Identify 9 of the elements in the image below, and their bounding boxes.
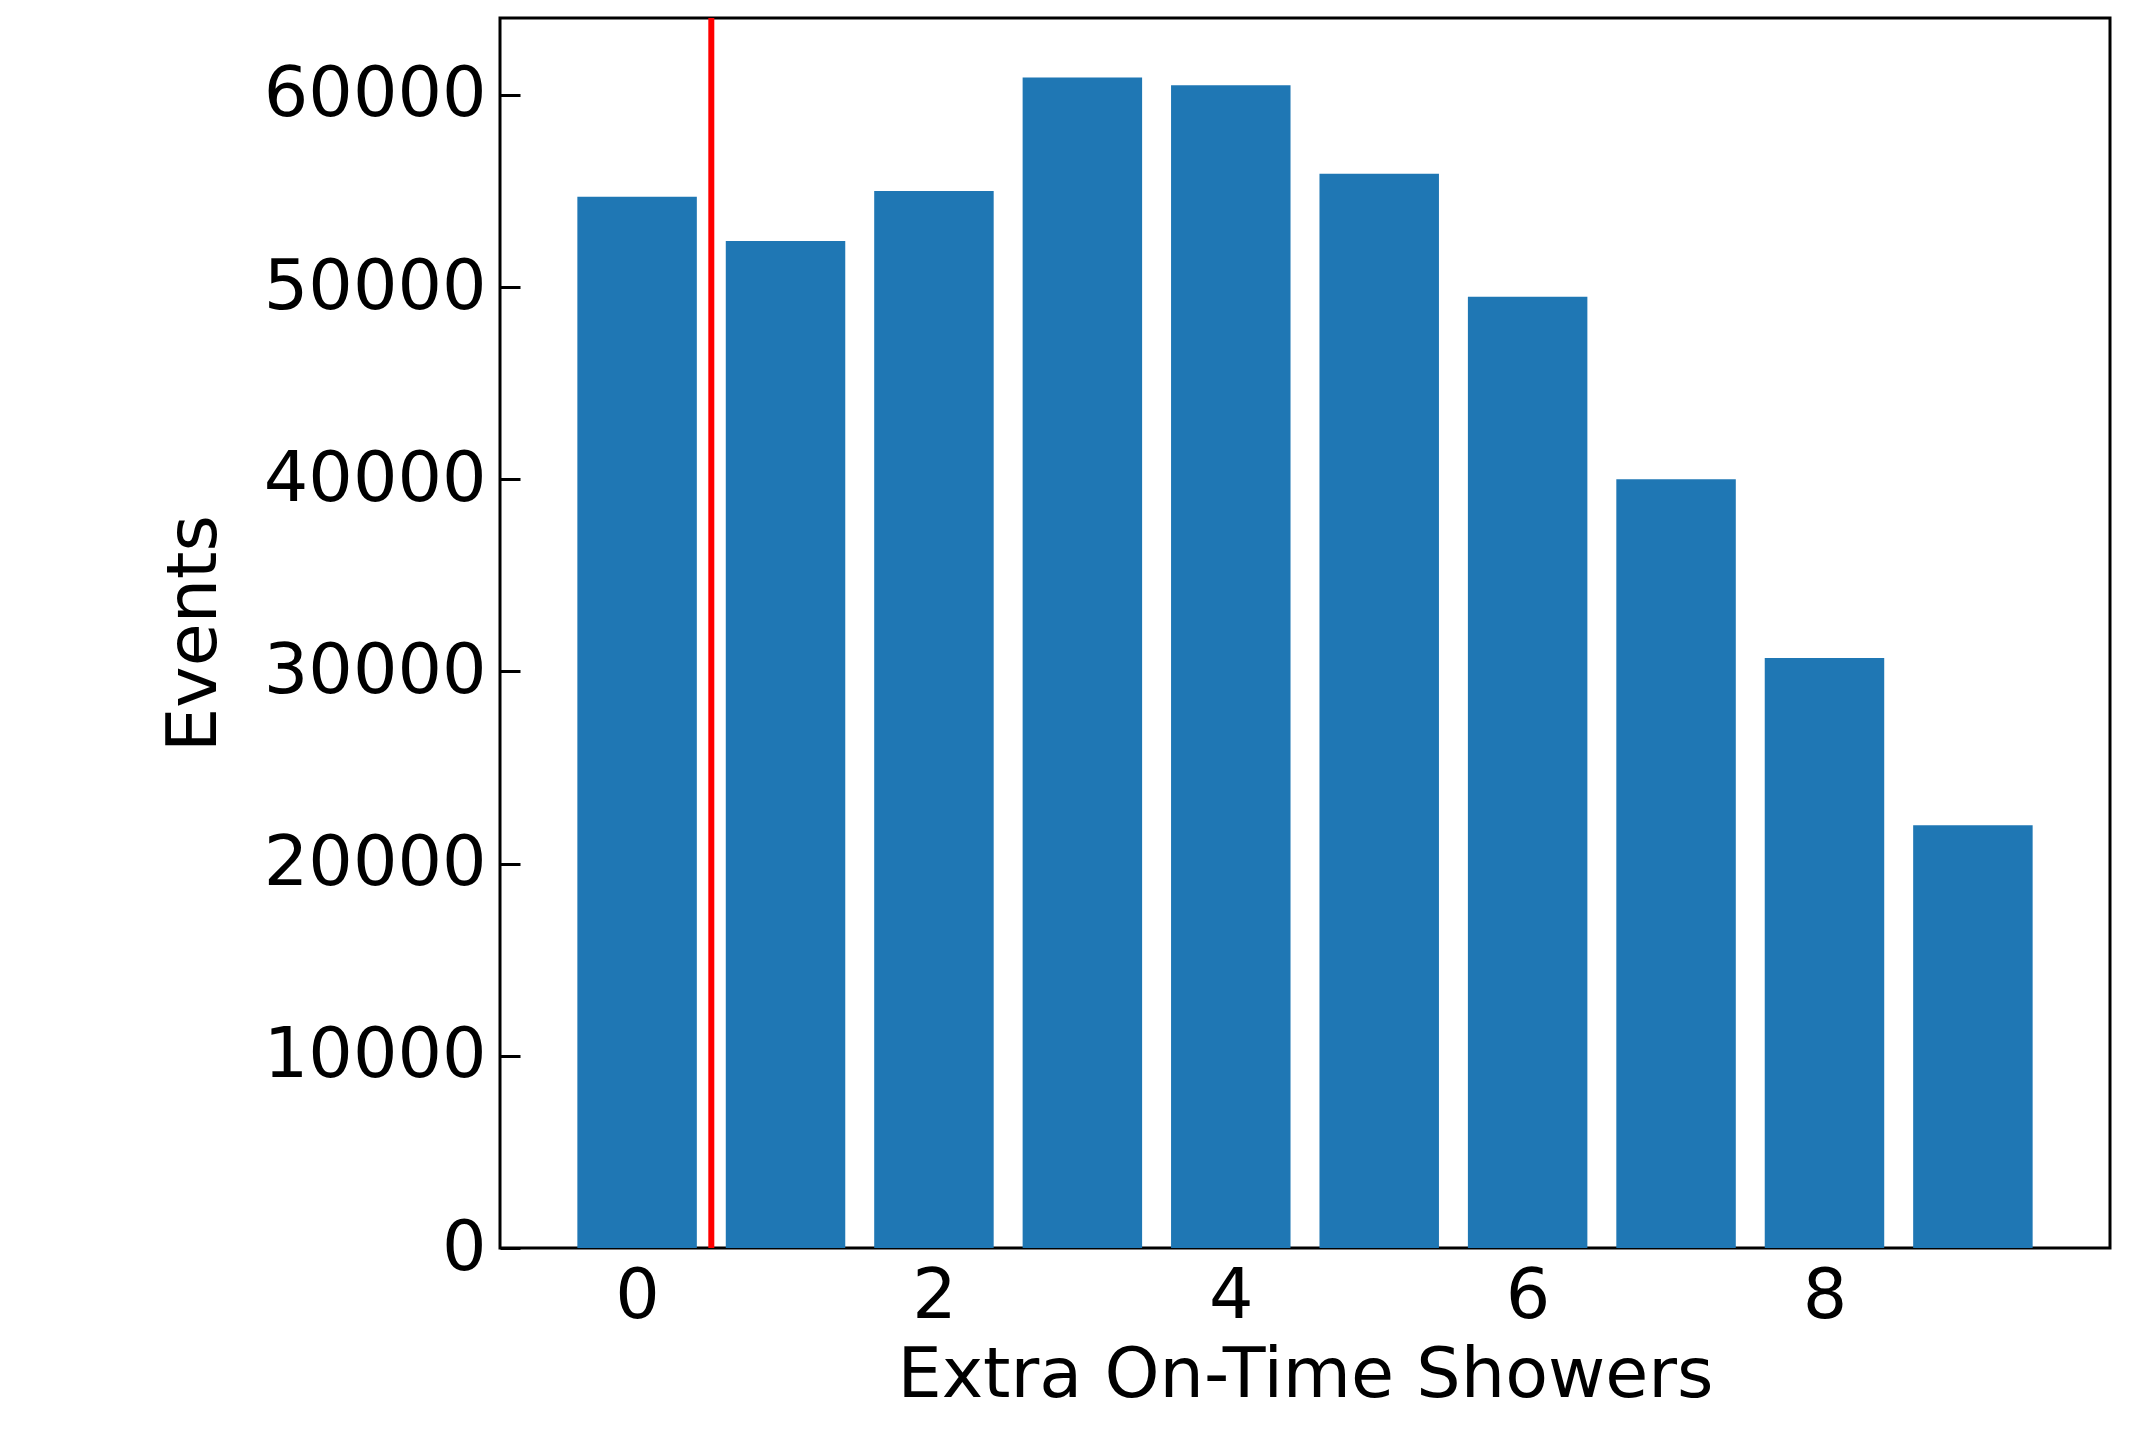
y-tick-label: 60000 [263, 51, 487, 134]
y-tick-label: 10000 [263, 1012, 487, 1095]
y-tick-label: 20000 [263, 820, 487, 903]
y-axis-title: Events [150, 514, 233, 753]
y-tick-label: 50000 [263, 243, 487, 326]
x-tick-label: 8 [1802, 1252, 1848, 1335]
y-tick-label: 30000 [263, 627, 487, 710]
x-tick-label: 0 [615, 1252, 660, 1335]
y-tick-label: 40000 [263, 435, 487, 518]
